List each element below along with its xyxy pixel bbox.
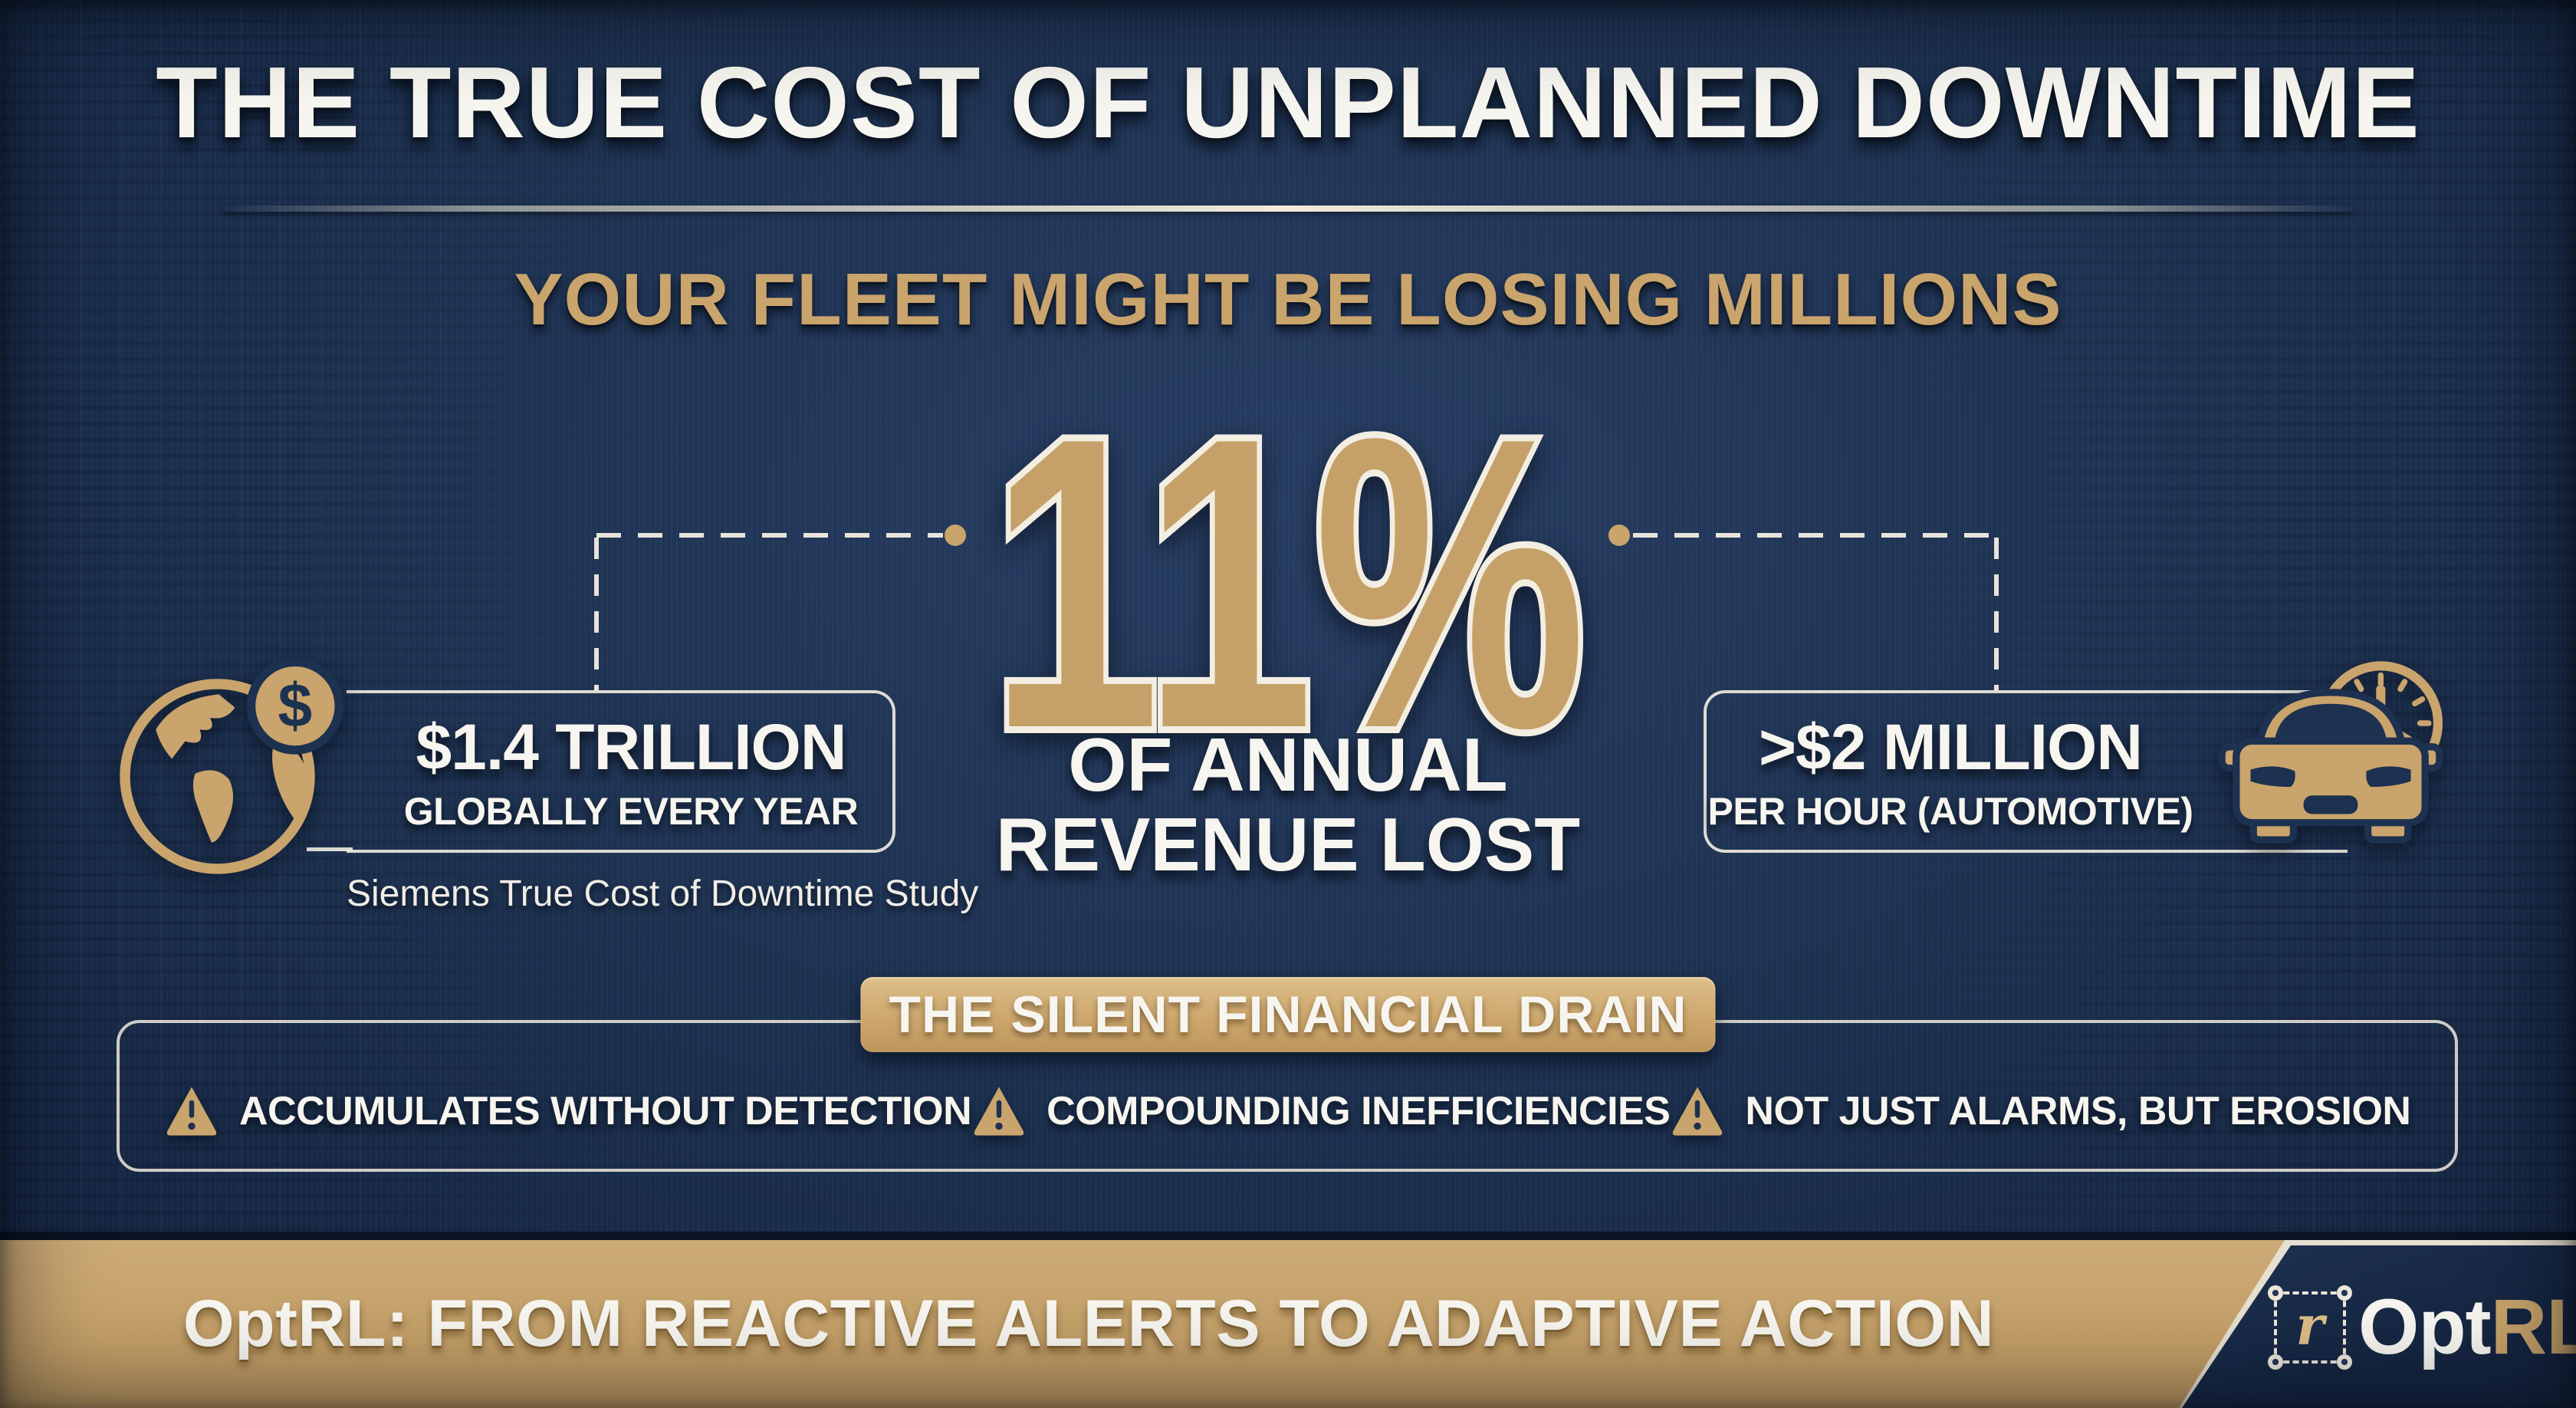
stat-card-global-loss: $1.4 TRILLION GLOBALLY EVERY YEAR — [347, 690, 895, 853]
drain-item-accumulates: ACCUMULATES WITHOUT DETECTION — [164, 1084, 972, 1139]
page-title: THE TRUE COST OF UNPLANNED DOWNTIME — [156, 46, 2420, 159]
stat-card-left-extension-line — [307, 847, 353, 851]
warning-triangle-icon — [1673, 1087, 1723, 1136]
stat-label-automotive: PER HOUR (AUTOMOTIVE) — [1707, 789, 2193, 833]
header-divider-line — [222, 206, 2354, 212]
stat-value-automotive: >$2 MILLION — [1758, 710, 2143, 783]
drain-item-erosion: NOT JUST ALARMS, BUT EROSION — [1670, 1084, 2411, 1139]
car-clock-icon — [2218, 661, 2443, 844]
selection-handle-icon — [2268, 1285, 2283, 1301]
warning-triangle-icon — [974, 1087, 1024, 1136]
globe-dollar-icon: $ — [120, 657, 343, 874]
footer-band: OptRL: FROM REACTIVE ALERTS TO ADAPTIVE … — [0, 1240, 2576, 1408]
logo-text-primary: Opt — [2358, 1283, 2492, 1370]
hero-caption-line1: OF ANNUAL — [1068, 722, 1508, 807]
hero-caption-line2: REVENUE LOST — [995, 801, 1581, 887]
stat-card-automotive-loss: >$2 MILLION PER HOUR (AUTOMOTIVE) — [1704, 690, 2348, 853]
logo-script-r-glyph: r — [2295, 1293, 2325, 1357]
footer-logo-wedge — [2179, 1240, 2576, 1408]
connector-dashed-line-right-vertical — [1994, 538, 1999, 691]
logo-wordmark: OptRL — [2358, 1282, 2576, 1372]
drain-item-label: COMPOUNDING INEFFICIENCIES — [1046, 1089, 1671, 1133]
warning-triangle-icon — [166, 1087, 217, 1136]
page-subtitle: YOUR FLEET MIGHT BE LOSING MILLIONS — [514, 258, 2062, 340]
footer-tagline: OptRL: FROM REACTIVE ALERTS TO ADAPTIVE … — [182, 1287, 1995, 1360]
logo-text-accent: RL — [2490, 1283, 2576, 1370]
hero-percentage-figure: 11% — [984, 380, 1592, 748]
connector-dashed-line-left-vertical — [594, 538, 599, 691]
selection-handle-icon — [2337, 1285, 2352, 1301]
stat-label-global: GLOBALLY EVERY YEAR — [403, 789, 859, 833]
connector-dot-left — [945, 525, 966, 546]
drain-item-label: ACCUMULATES WITHOUT DETECTION — [239, 1089, 972, 1133]
dollar-coin-icon — [246, 657, 343, 755]
connector-dot-right — [1608, 525, 1630, 546]
selection-handle-icon — [2268, 1354, 2283, 1370]
connector-dashed-line-left-horizontal — [596, 533, 943, 538]
drain-banner: THE SILENT FINANCIAL DRAIN — [860, 977, 1716, 1052]
hero-caption: OF ANNUAL REVENUE LOST — [0, 725, 2576, 885]
selection-handle-icon — [2337, 1354, 2352, 1370]
optrl-logo-mark-icon: r — [2268, 1285, 2352, 1370]
drain-item-compounding: COMPOUNDING INEFFICIENCIES — [971, 1084, 1671, 1139]
stat-value-global: $1.4 TRILLION — [416, 710, 846, 783]
drain-item-label: NOT JUST ALARMS, BUT EROSION — [1745, 1089, 2411, 1133]
hero-percentage-text: 11% — [990, 380, 1586, 748]
drain-banner-title: THE SILENT FINANCIAL DRAIN — [889, 985, 1687, 1044]
connector-dashed-line-right-horizontal — [1633, 533, 1996, 538]
stat-source-citation: Siemens True Cost of Downtime Study — [347, 873, 979, 914]
optrl-logo: r OptRL — [2268, 1282, 2576, 1372]
car-icon — [2218, 689, 2443, 844]
footer-separator-line — [0, 1232, 2576, 1240]
svg-text:$: $ — [278, 671, 313, 740]
